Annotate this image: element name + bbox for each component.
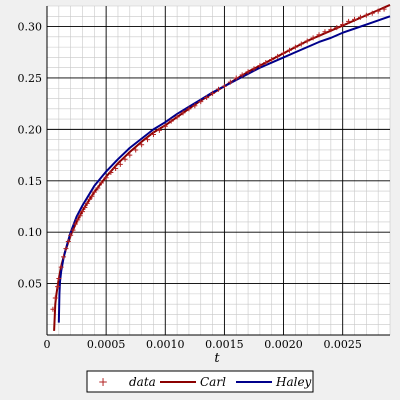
data-point — [239, 72, 245, 78]
y-tick-label: 0.20 — [18, 123, 43, 136]
data-point — [91, 189, 97, 195]
y-tick-label: 0.10 — [18, 226, 43, 239]
y-axis-ticks: 0.05 0.10 0.15 0.20 0.25 0.30 — [18, 21, 43, 291]
data-point — [168, 118, 174, 124]
legend-box — [86, 370, 314, 393]
data-point — [117, 161, 123, 167]
data-point — [145, 137, 151, 143]
data-point — [210, 90, 216, 96]
x-tick-label: 0.0010 — [146, 338, 185, 351]
data-point — [113, 165, 119, 171]
data-point — [52, 295, 58, 301]
data-point — [245, 69, 251, 75]
data-point — [334, 25, 340, 31]
data-point — [108, 170, 114, 176]
data-point — [381, 6, 387, 12]
data-point — [58, 264, 64, 270]
major-grid — [47, 6, 390, 335]
data-point — [292, 44, 298, 50]
data-point — [304, 38, 310, 44]
data-point — [352, 16, 358, 22]
data-point — [79, 209, 85, 215]
data-point — [87, 196, 93, 202]
data-point — [346, 18, 352, 24]
data-point — [89, 193, 95, 199]
data-point — [156, 127, 162, 133]
series-layer — [50, 4, 391, 331]
data-point — [186, 106, 192, 112]
data-point — [198, 99, 204, 105]
data-point — [298, 41, 304, 47]
x-axis-ticks: 0 0.0005 0.0010 0.0015 0.0020 0.0025 — [44, 338, 362, 351]
data-point — [70, 227, 76, 233]
y-tick-label: 0.05 — [18, 278, 43, 291]
data-point — [227, 79, 233, 85]
axes — [46, 6, 390, 336]
x-tick-label: 0.0025 — [323, 338, 362, 351]
legend: + data Carl Haley — [86, 370, 314, 393]
legend-label-haley: Haley — [275, 375, 312, 389]
data-point — [269, 56, 275, 62]
data-point — [82, 205, 88, 211]
data-point — [139, 142, 145, 148]
data-point — [357, 14, 363, 20]
data-point — [310, 35, 316, 41]
data-point — [61, 254, 67, 260]
data-point — [286, 47, 292, 53]
data-point — [180, 110, 186, 116]
data-point — [275, 53, 281, 59]
data-point — [65, 238, 71, 244]
data-point — [204, 95, 210, 101]
data-point — [216, 86, 221, 92]
data-point — [257, 63, 263, 69]
data-point — [63, 246, 69, 252]
data-point — [263, 60, 269, 66]
data-point — [55, 284, 61, 290]
data-point — [150, 132, 156, 138]
data-point — [340, 22, 346, 28]
series-markers-data — [50, 6, 387, 312]
data-point — [68, 232, 74, 238]
data-point — [316, 32, 322, 38]
data-point — [375, 8, 381, 14]
data-point — [328, 27, 334, 33]
legend-label-carl: Carl — [200, 375, 226, 389]
data-point — [251, 66, 257, 72]
data-point — [174, 114, 180, 120]
data-point — [363, 12, 369, 18]
data-point — [98, 180, 104, 186]
y-tick-label: 0.30 — [18, 21, 43, 34]
data-point — [281, 50, 287, 56]
data-point — [50, 306, 56, 312]
data-point — [95, 185, 101, 191]
data-point — [127, 152, 133, 158]
data-point — [233, 75, 239, 81]
data-point — [133, 147, 139, 153]
data-point — [221, 83, 227, 89]
y-tick-label: 0.15 — [18, 175, 43, 188]
data-point — [162, 123, 168, 129]
data-point — [77, 213, 83, 219]
data-point — [122, 156, 128, 162]
data-point — [369, 10, 375, 16]
data-point — [56, 275, 62, 281]
x-axis-label: t — [214, 351, 220, 366]
data-point — [192, 103, 198, 109]
x-tick-label: 0.0020 — [264, 338, 303, 351]
legend-marker-data: + — [98, 375, 108, 389]
data-point — [84, 200, 90, 206]
data-point — [75, 217, 81, 223]
data-point — [72, 221, 78, 227]
x-tick-label: 0 — [44, 338, 51, 351]
x-tick-label: 0.0005 — [87, 338, 126, 351]
data-point — [322, 29, 328, 35]
legend-label-data: data — [129, 375, 156, 389]
data-point — [103, 175, 109, 181]
y-tick-label: 0.25 — [18, 72, 43, 85]
x-tick-label: 0.0015 — [205, 338, 244, 351]
